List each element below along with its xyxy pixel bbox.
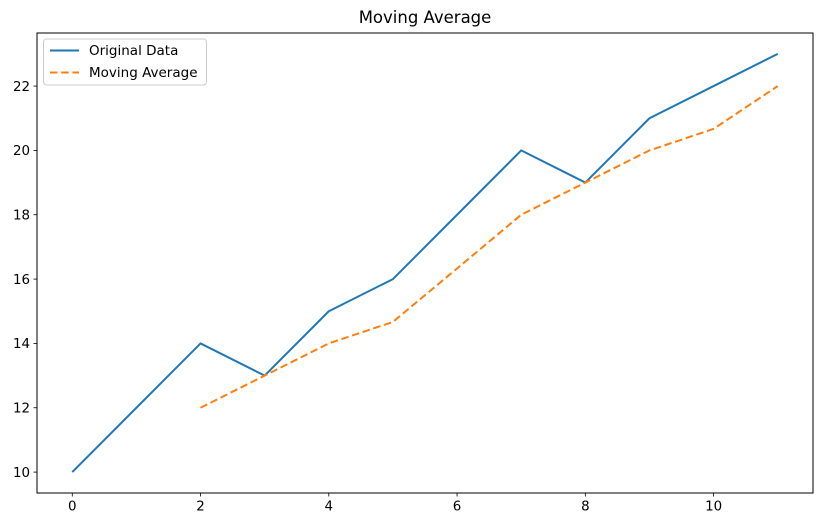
legend-label-moving-average: Moving Average	[89, 65, 198, 81]
x-tick-label: 2	[196, 500, 205, 515]
series-line-original-data	[71, 53, 779, 473]
axis-ticks: 0 2 4 6 8 10 10 12 14 16 18 20 22	[13, 80, 722, 515]
plot-series	[71, 53, 779, 473]
legend: Original Data Moving Average	[43, 38, 207, 86]
y-tick-label: 12	[13, 401, 30, 416]
series-line-moving-average	[200, 85, 779, 409]
x-tick-label: 8	[581, 500, 590, 515]
y-tick-label: 14	[13, 337, 30, 352]
y-tick-label: 10	[13, 466, 30, 481]
axes-frame	[36, 32, 814, 494]
y-tick-label: 16	[13, 273, 30, 288]
y-tick-label: 22	[13, 80, 30, 95]
legend-label-original-data: Original Data	[89, 43, 178, 59]
y-tick-label: 18	[13, 208, 30, 223]
x-tick-label: 4	[325, 500, 334, 515]
x-tick-label: 10	[705, 500, 722, 515]
x-tick-label: 0	[68, 500, 77, 515]
legend-box	[43, 38, 207, 86]
y-tick-label: 20	[13, 144, 30, 159]
chart-title: Moving Average	[359, 8, 492, 27]
x-tick-label: 6	[453, 500, 462, 515]
